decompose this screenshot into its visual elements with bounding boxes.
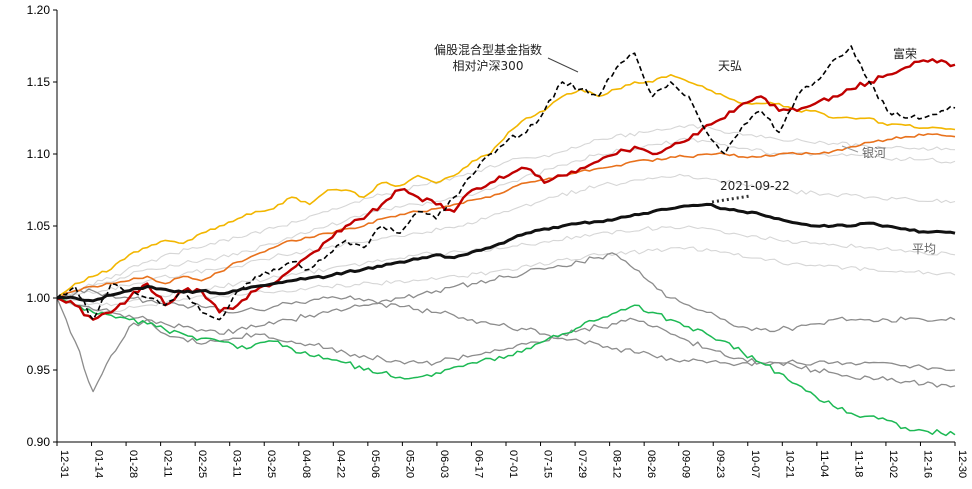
x-tick-label: 01-28 — [127, 450, 139, 478]
x-tick-label: 05-06 — [369, 450, 381, 478]
series-line-furong — [56, 58, 956, 321]
x-tick-label: 07-29 — [576, 450, 588, 478]
annotation-index-label-1: 偏股混合型基金指数 — [434, 42, 542, 57]
annotation-index-leader — [547, 57, 579, 73]
y-tick-label: 1.10 — [27, 147, 51, 161]
x-tick-label: 01-14 — [93, 450, 105, 478]
x-tick-label: 05-20 — [403, 450, 415, 478]
annotation-average: 平均 — [912, 242, 936, 256]
x-tick-label: 09-23 — [714, 450, 726, 478]
x-tick-label: 07-01 — [507, 450, 519, 478]
x-tick-label: 12-30 — [956, 450, 968, 478]
y-tick-label: 1.00 — [27, 291, 51, 305]
y-tick-label: 1.15 — [27, 75, 51, 89]
x-tick-label: 06-17 — [472, 450, 484, 478]
annotation-furong: 富荣 — [893, 46, 917, 61]
x-tick-label: 04-22 — [334, 450, 346, 478]
series-line-yinhe — [56, 133, 956, 299]
series-line-gray-light — [56, 246, 956, 313]
x-tick-label: 12-31 — [58, 450, 70, 478]
annotation-yinhe-leader — [841, 145, 859, 153]
series-line-gray-light — [56, 173, 956, 299]
x-tick-label: 12-02 — [887, 450, 899, 478]
x-tick-label: 03-25 — [265, 450, 277, 478]
x-tick-label: 04-08 — [300, 450, 312, 478]
annotation-date-leader — [711, 194, 751, 204]
y-tick-label: 0.95 — [27, 363, 51, 377]
labels-layer: 偏股混合型基金指数 相对沪深300 天弘 富荣 银河 2021-09-22 平均 — [434, 42, 936, 256]
series-line-gray-light — [56, 225, 956, 307]
x-tick-label: 11-04 — [818, 450, 830, 477]
x-tick-label: 02-11 — [162, 450, 174, 477]
axes-layer: 0.90 0.95 1.00 1.05 1.10 1.15 1.20 12-31 01-14 01… — [27, 3, 968, 478]
series-line-gray-mid — [56, 297, 956, 393]
annotation-index-label-2: 相对沪深300 — [453, 59, 524, 73]
x-tick-label: 10-21 — [783, 450, 795, 478]
series-line-gray-mid — [56, 252, 956, 335]
series-layer — [56, 45, 956, 437]
series-line-index — [56, 45, 956, 321]
series-line-average — [56, 202, 956, 303]
annotation-date: 2021-09-22 — [720, 179, 790, 193]
series-line-low — [56, 297, 956, 437]
x-tick-label: 10-07 — [749, 450, 761, 478]
x-tick-label: 06-03 — [438, 450, 450, 478]
y-tick-label: 0.90 — [27, 435, 51, 449]
y-tick-label: 1.05 — [27, 219, 51, 233]
annotation-tianhong: 天弘 — [718, 59, 742, 73]
annotation-yinhe: 银河 — [862, 146, 886, 160]
x-tick-label: 07-15 — [542, 450, 554, 478]
x-tick-label: 11-18 — [852, 450, 864, 477]
x-tick-label: 12-16 — [921, 450, 933, 478]
series-line-tianhong — [56, 74, 956, 299]
x-tick-label: 02-25 — [196, 450, 208, 478]
x-tick-label: 08-12 — [611, 450, 623, 478]
x-tick-label: 09-09 — [680, 450, 692, 478]
series-line-gray-light — [56, 124, 956, 299]
x-tick-label: 08-26 — [645, 450, 657, 478]
series-line-gray-mid — [56, 288, 956, 372]
y-tick-label: 1.20 — [27, 3, 51, 17]
x-tick-label: 03-11 — [231, 450, 243, 477]
